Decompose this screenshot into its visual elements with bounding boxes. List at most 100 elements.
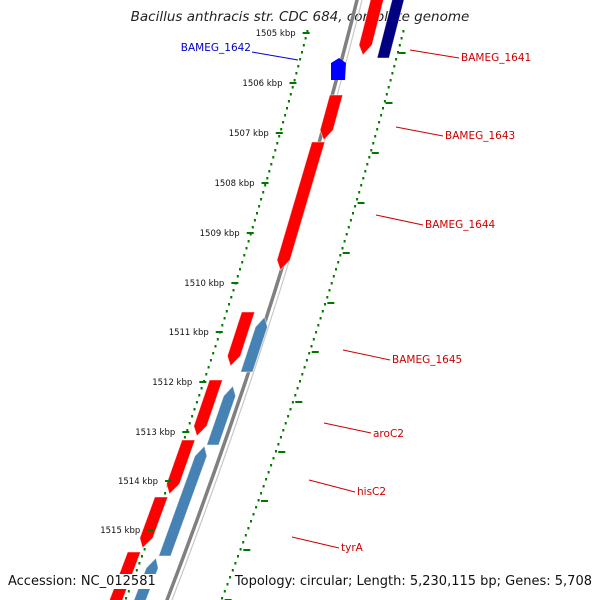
ruler-dot [362, 177, 365, 180]
ruler-dot [287, 100, 290, 103]
gene-hisc2-fwd [166, 439, 196, 495]
ruler-dot [228, 303, 230, 306]
ruler-dot [186, 429, 189, 432]
ruler-dot [277, 443, 280, 446]
ruler-dot [389, 79, 392, 82]
gene-label: BAMEG_1644 [425, 219, 496, 231]
ruler-dot [295, 72, 298, 75]
ruler-dot [221, 597, 224, 600]
ruler-dot [339, 254, 342, 257]
ruler-dot [267, 471, 270, 474]
ruler-dot [284, 422, 287, 425]
outer-ruler [221, 30, 405, 600]
ruler-dot [303, 366, 306, 369]
ruler-dot [278, 135, 281, 138]
ruler-tick-label: 1507 kbp [229, 129, 269, 139]
ruler-dot [230, 296, 233, 299]
backbone [165, 0, 363, 600]
gene-label: tyrA [341, 542, 364, 554]
ruler-dot [195, 401, 198, 404]
ruler-dot [382, 107, 384, 110]
ruler-dot [280, 128, 283, 131]
ruler-dot [268, 170, 271, 173]
ruler-dot [234, 562, 237, 565]
gene-leader-line [291, 536, 340, 549]
ruler-dot [250, 520, 252, 523]
ruler-tick-label: 1511 kbp [169, 328, 209, 338]
ruler-dot [125, 597, 128, 600]
ruler-dot [385, 93, 388, 96]
ruler-dot [214, 345, 217, 348]
ruler-dot [345, 233, 348, 236]
ruler-dot [349, 219, 352, 222]
ruler-dot [274, 149, 277, 152]
ruler-dot [294, 394, 297, 397]
ruler-dot [260, 198, 263, 201]
ruler-dot [223, 317, 226, 320]
gene-leader-line [395, 126, 444, 137]
ruler-tick-label: 1515 kbp [100, 526, 140, 536]
gene-bameg-1645 [240, 316, 268, 373]
ruler-dot [376, 128, 379, 131]
ruler-dot [330, 282, 333, 285]
ruler-dot [312, 338, 315, 341]
ruler-dot [366, 163, 369, 166]
ruler-dot [310, 345, 313, 348]
ruler-dot [324, 303, 326, 306]
gene-leader-line [308, 479, 356, 493]
genome-summary-text: Topology: circular; Length: 5,230,115 bp… [232, 574, 592, 589]
gene-leader-line [251, 51, 299, 61]
ruler-dot [275, 450, 277, 453]
ruler-dot [272, 457, 275, 460]
ruler-dot [276, 142, 279, 145]
ruler-dot [402, 30, 405, 33]
ruler-dot [393, 65, 396, 68]
ruler-dot [255, 506, 258, 509]
ruler-dot [262, 485, 265, 488]
ruler-dot [293, 79, 296, 82]
gene-label: aroC2 [373, 428, 404, 440]
ruler-dot [289, 93, 292, 96]
ruler-dot [243, 254, 246, 257]
ruler-dot [341, 247, 344, 250]
accession-text: Accession: NC_012581 [8, 574, 158, 589]
ruler-dot [319, 317, 322, 320]
ruler-dot [188, 422, 191, 425]
ruler-dot [135, 569, 138, 572]
gene-leader-line [323, 422, 372, 434]
gene-bameg-1645-fwd [226, 311, 256, 367]
ruler-dot [237, 555, 239, 558]
tick-labels: 1505 kbp 1506 kbp 1507 kbp 1508 kbp 1509 kbp… [82, 29, 406, 600]
ruler-dot [191, 415, 194, 418]
ruler-dot [200, 387, 203, 390]
ruler-dot [239, 548, 242, 551]
ruler-dot [239, 268, 241, 271]
ruler-tick-label: 1505 kbp [256, 29, 296, 39]
ruler-dot [326, 296, 329, 299]
ruler-tick-label: 1514 kbp [118, 477, 158, 487]
ruler-dot [225, 310, 228, 313]
ruler-dot [397, 51, 399, 54]
ruler-dot [321, 310, 324, 313]
ruler-dot [127, 590, 130, 593]
ruler-dot [262, 191, 265, 194]
ruler-dot [305, 359, 308, 362]
ruler-dot [299, 380, 301, 383]
ruler-dot [356, 198, 359, 201]
ruler-dot [226, 583, 229, 586]
ruler-dot [360, 184, 363, 187]
ruler-dot [299, 58, 302, 61]
ruler-dot [398, 44, 401, 47]
gene-leader-line [375, 214, 424, 226]
ruler-dot [232, 289, 235, 292]
ruler-dot [229, 576, 232, 579]
ruler-dot [249, 233, 252, 236]
ruler-dot [223, 590, 226, 593]
gene-leader-line [342, 349, 391, 361]
gene-label: hisC2 [357, 486, 386, 498]
ruler-dot [212, 352, 215, 355]
ruler-dot [258, 205, 261, 208]
ruler-dot [358, 191, 361, 194]
ruler-dot [141, 555, 143, 558]
